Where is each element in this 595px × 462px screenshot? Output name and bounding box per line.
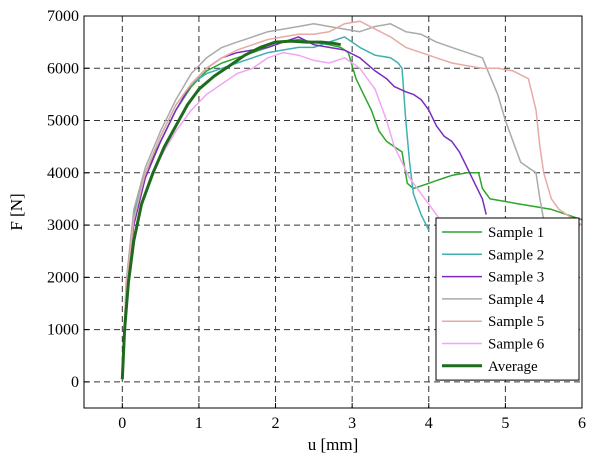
legend-label: Sample 6 <box>488 337 545 353</box>
legend: Sample 1 Sample 2 Sample 3 Sample 4 Sample 5… <box>435 217 580 381</box>
series-line-sample-5 <box>121 20 582 380</box>
y-tick-label: 4000 <box>47 165 79 182</box>
y-tick-label: 6000 <box>47 60 79 77</box>
series-line-sample-6 <box>121 51 476 380</box>
y-tick-label: 1000 <box>47 322 79 339</box>
legend-label: Sample 4 <box>488 292 545 308</box>
x-tick-label: 2 <box>272 415 280 432</box>
series-line-average <box>120 39 341 380</box>
plot-frame <box>83 15 583 409</box>
legend-label: Sample 5 <box>488 314 544 330</box>
x-tick-label: 0 <box>118 415 126 432</box>
y-tick-label: 5000 <box>47 113 79 130</box>
series-line-sample-1 <box>121 38 582 380</box>
series-layer <box>120 20 582 380</box>
legend-label: Average <box>488 359 538 375</box>
series-line-sample-4 <box>121 23 545 380</box>
series-line-sample-3 <box>121 36 487 380</box>
y-axis-label: F [N] <box>7 193 26 230</box>
x-tick-label: 5 <box>501 415 509 432</box>
legend-label: Sample 2 <box>488 247 544 263</box>
legend-label: Sample 3 <box>488 270 544 286</box>
x-tick-label: 6 <box>578 415 586 432</box>
y-tick-label: 3000 <box>47 217 79 234</box>
x-tick-label: 1 <box>195 415 203 432</box>
y-tick-label: 7000 <box>47 8 79 25</box>
y-tick-label: 0 <box>71 374 79 391</box>
legend-label: Sample 1 <box>488 225 544 241</box>
x-tick-label: 3 <box>348 415 356 432</box>
ticks: 0 1 2 3 4 5 6 0 1000 2000 3000 4000 5000 6000 7000 <box>47 8 586 432</box>
x-tick-label: 4 <box>425 415 433 432</box>
x-axis-label: u [mm] <box>308 435 359 454</box>
y-tick-label: 2000 <box>47 269 79 286</box>
